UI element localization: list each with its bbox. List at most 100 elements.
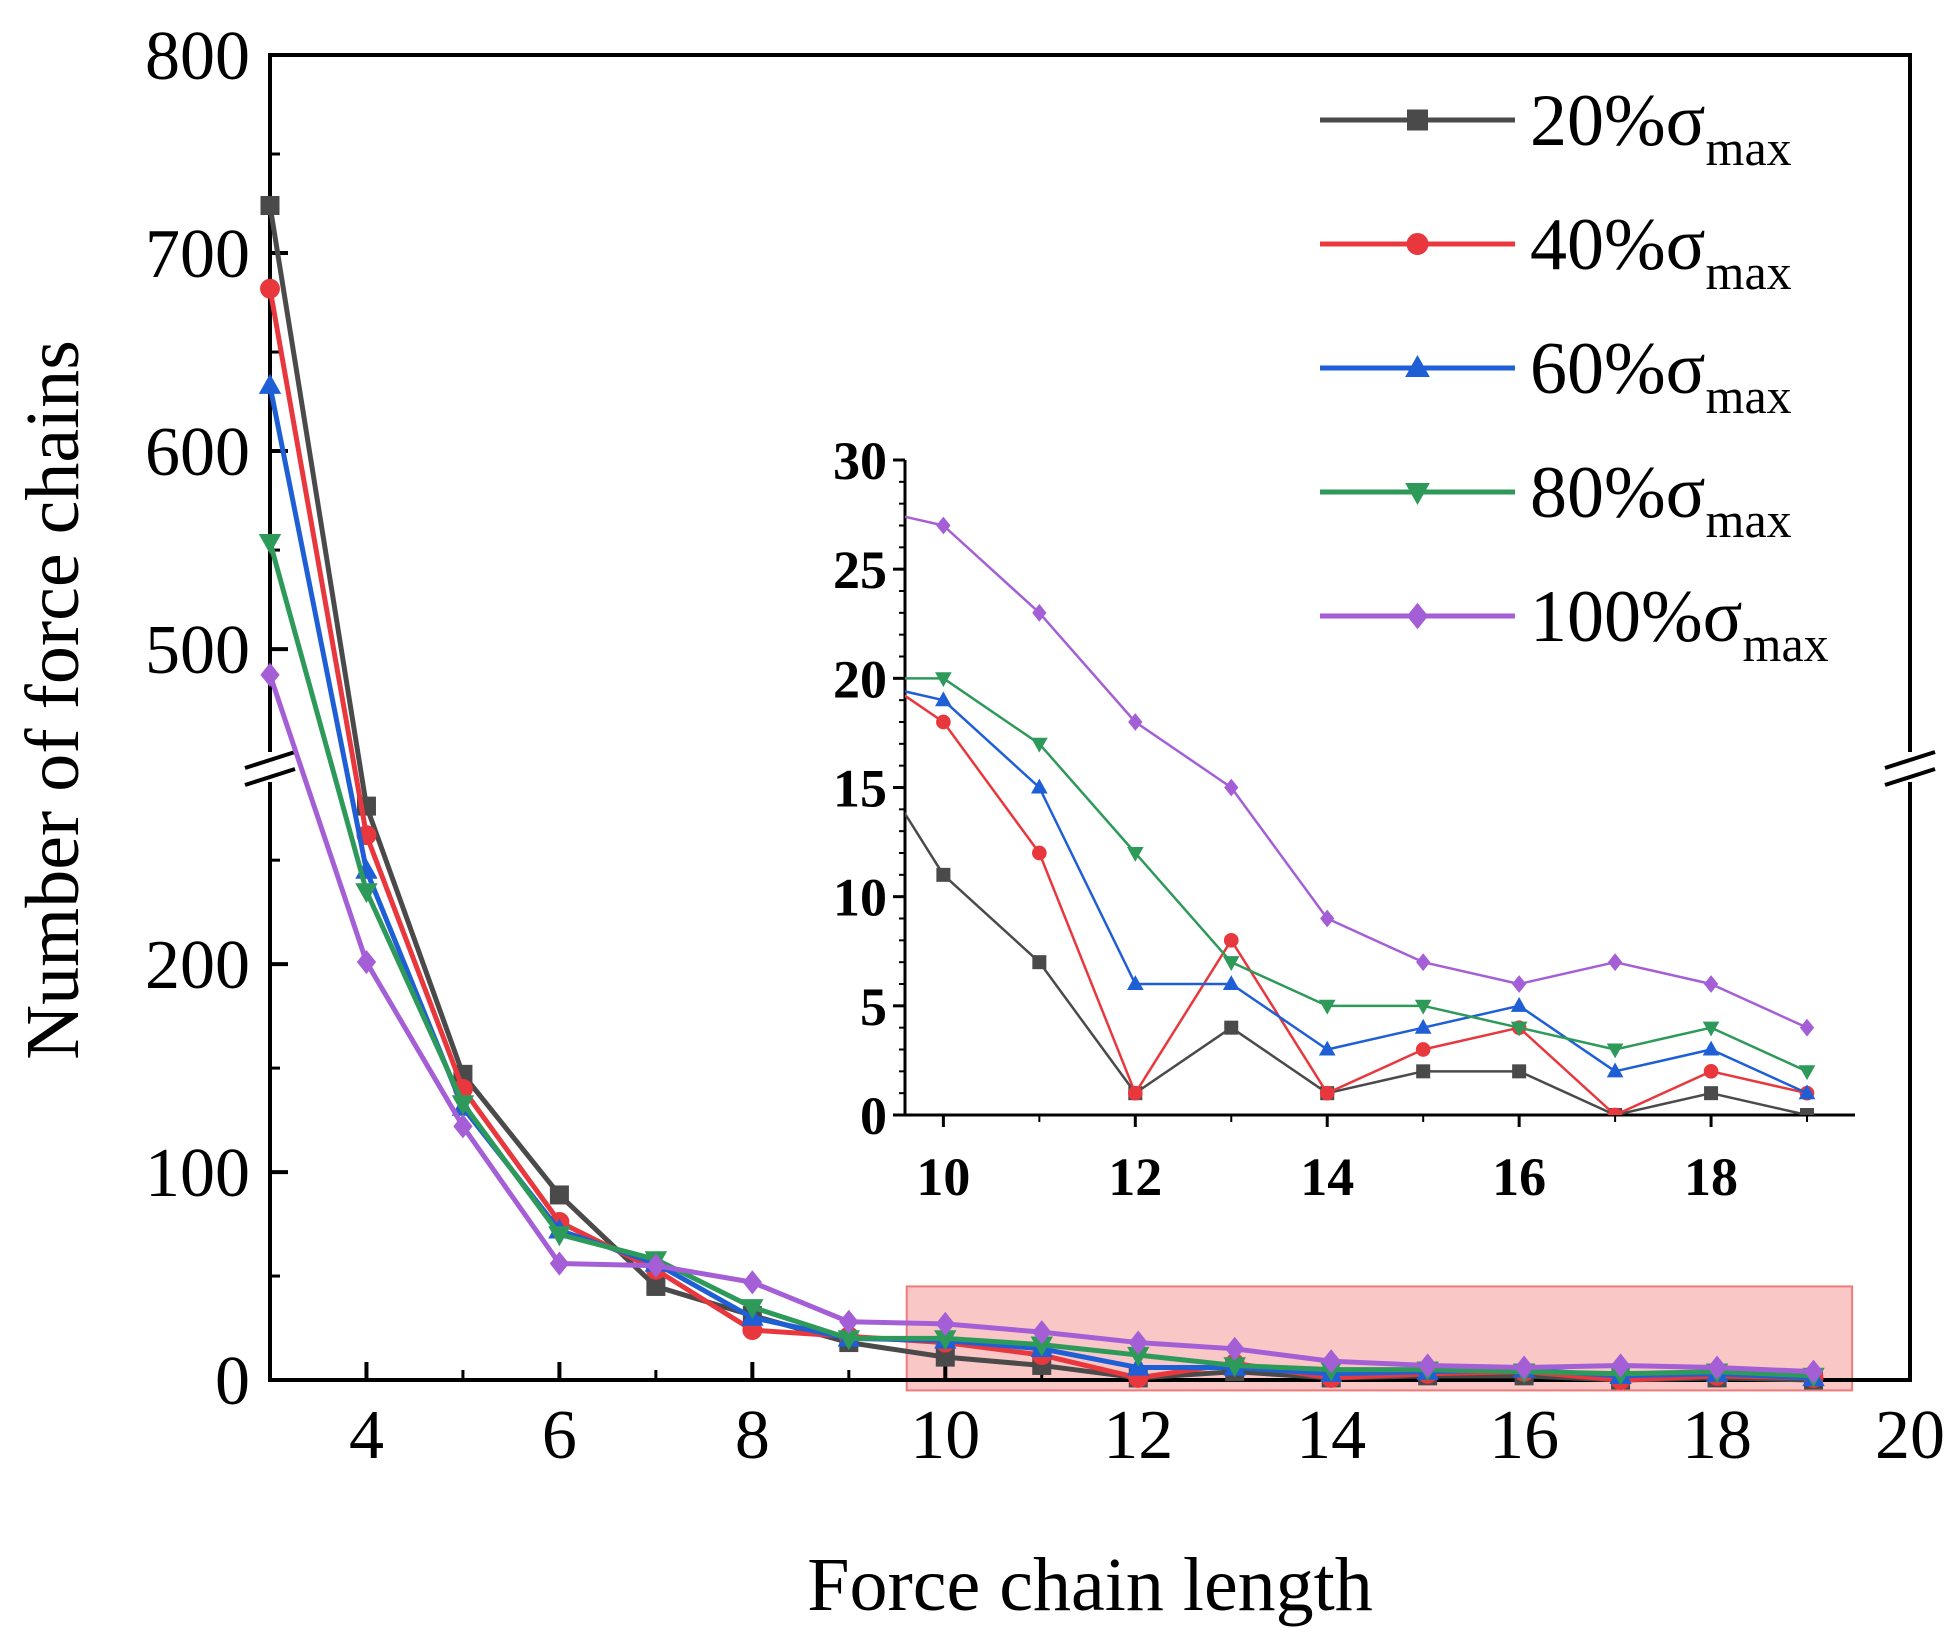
- inset-data-point: [936, 867, 951, 882]
- inset-x-tick-label: 10: [916, 1147, 970, 1207]
- inset-y-tick-label: 0: [860, 1086, 887, 1146]
- inset-data-point: [1798, 1065, 1816, 1081]
- legend-subscript: max: [1743, 616, 1829, 672]
- legend-sigma: σ: [1666, 452, 1706, 534]
- inset-data-point: [1702, 1040, 1720, 1056]
- x-tick-label: 20: [1875, 1397, 1945, 1474]
- legend-subscript: max: [1706, 368, 1792, 424]
- inset-data-point: [1702, 1021, 1720, 1037]
- inset-data-point: [1512, 1064, 1527, 1079]
- data-point: [742, 1270, 762, 1295]
- legend-subscript: max: [1706, 120, 1792, 176]
- data-point: [646, 1253, 666, 1278]
- data-point: [1707, 1355, 1727, 1380]
- legend-percent: 20%: [1530, 80, 1666, 162]
- legend-sigma: σ: [1703, 576, 1743, 658]
- inset-data-point: [1319, 1085, 1335, 1101]
- legend-label: 80%σmax: [1530, 452, 1792, 548]
- inset-data-point: [1704, 1086, 1719, 1101]
- inset-data-point: [1224, 1020, 1239, 1035]
- x-tick-label: 14: [1296, 1397, 1366, 1474]
- legend-label: 40%σmax: [1530, 204, 1792, 300]
- data-point: [1514, 1355, 1534, 1380]
- inset-background: [900, 460, 1855, 1120]
- x-tick-label: 8: [735, 1397, 770, 1474]
- y-tick-label: 700: [145, 216, 250, 293]
- y-tick-label: 0: [215, 1343, 250, 1420]
- legend-marker: [1405, 354, 1430, 377]
- inset-data-point: [1798, 1084, 1816, 1100]
- inset-data-point: [1414, 1018, 1432, 1034]
- legend-label: 20%σmax: [1530, 80, 1792, 176]
- inset-data-point: [1416, 1064, 1431, 1079]
- data-point: [1418, 1353, 1438, 1378]
- inset-data-point: [1128, 713, 1143, 731]
- inset-data-point: [936, 714, 951, 730]
- data-point: [260, 662, 280, 687]
- inset-y-tick-label: 20: [833, 649, 887, 709]
- data-point: [356, 950, 377, 975]
- inset-y-tick-label: 25: [833, 540, 887, 600]
- legend-item-4: 100%σmax: [1320, 576, 1829, 672]
- data-point: [1128, 1330, 1148, 1355]
- data-point: [258, 533, 282, 554]
- data-point: [453, 1114, 473, 1139]
- inset-data-point: [1127, 1085, 1143, 1101]
- legend-item-1: 40%σmax: [1320, 204, 1792, 300]
- legend-label: 100%σmax: [1530, 576, 1829, 672]
- data-point: [260, 278, 280, 299]
- inset-data-point: [1224, 778, 1239, 797]
- legend-sigma: σ: [1666, 328, 1706, 410]
- x-axis-title: Force chain length: [807, 1543, 1373, 1627]
- inset-data-point: [1416, 953, 1431, 972]
- inset-data-point: [1222, 975, 1240, 991]
- data-point: [258, 373, 282, 394]
- data-point: [549, 1185, 569, 1205]
- inset-data-point: [1032, 603, 1047, 622]
- legend-marker: [1406, 602, 1429, 630]
- x-tick-label: 16: [1489, 1397, 1559, 1474]
- inset-data-point: [1607, 953, 1623, 972]
- inset-data-point: [1607, 1107, 1623, 1115]
- data-point: [451, 1095, 475, 1116]
- inset-data-point: [1800, 1108, 1815, 1115]
- x-tick-label: 4: [349, 1397, 384, 1474]
- inset-data-point: [1510, 1021, 1528, 1037]
- data-point: [839, 1309, 859, 1334]
- inset-data-point: [1606, 1062, 1624, 1078]
- y-axis-break-marker: [244, 750, 1936, 787]
- legend-sigma: σ: [1666, 80, 1706, 162]
- data-point: [549, 1251, 570, 1276]
- inset-x-tick-label: 12: [1108, 1147, 1162, 1207]
- data-point: [741, 1299, 764, 1320]
- x-tick-label: 12: [1103, 1397, 1173, 1474]
- inset-y-tick-label: 30: [833, 431, 887, 491]
- y-tick-label: 500: [145, 612, 250, 689]
- inset-data-point: [1126, 846, 1144, 862]
- legend-subscript: max: [1706, 492, 1792, 548]
- x-tick-label: 10: [910, 1397, 980, 1474]
- legend-marker: [1406, 233, 1429, 255]
- inset-data-point: [1222, 956, 1240, 971]
- inset-data-point: [1703, 1064, 1719, 1079]
- inset-data-point: [1703, 975, 1719, 993]
- y-tick-label: 200: [145, 927, 250, 1004]
- inset-data-point: [1318, 1040, 1336, 1056]
- legend-percent: 80%: [1530, 452, 1666, 534]
- inset-y-tick-label: 15: [833, 759, 887, 819]
- inset-axis-ticks: 0 5 10 15 20 25 30 10 12 14 16 18: [833, 431, 1855, 1207]
- data-point: [646, 1276, 666, 1296]
- legend-percent: 60%: [1530, 328, 1666, 410]
- legend-item-2: 60%σmax: [1320, 328, 1792, 424]
- legend-item-0: 20%σmax: [1320, 80, 1792, 176]
- legend-subscript: max: [1706, 244, 1792, 300]
- inset-data-point: [936, 516, 951, 535]
- data-point: [260, 196, 280, 216]
- y-tick-label: 800: [145, 18, 250, 95]
- legend-percent: 100%: [1530, 576, 1703, 658]
- data-point: [935, 1311, 955, 1336]
- legend-label: 60%σmax: [1530, 328, 1792, 424]
